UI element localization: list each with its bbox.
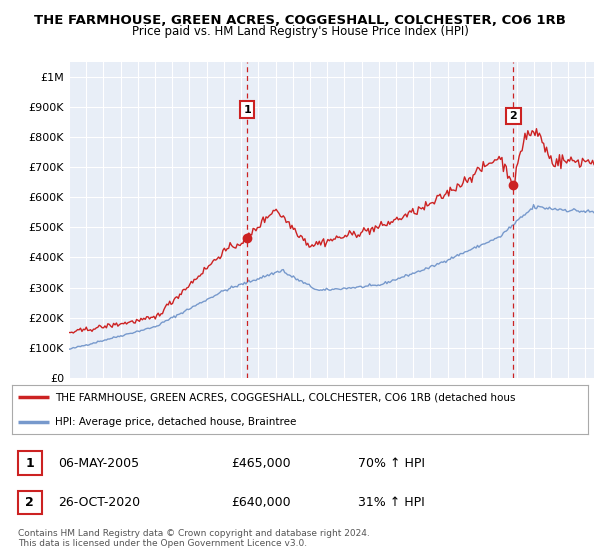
Text: £465,000: £465,000 [231, 456, 290, 470]
Text: 06-MAY-2005: 06-MAY-2005 [58, 456, 139, 470]
Text: 70% ↑ HPI: 70% ↑ HPI [358, 456, 425, 470]
FancyBboxPatch shape [18, 451, 42, 475]
Text: 31% ↑ HPI: 31% ↑ HPI [358, 496, 424, 509]
Text: 26-OCT-2020: 26-OCT-2020 [58, 496, 140, 509]
Text: 1: 1 [243, 105, 251, 115]
Text: £640,000: £640,000 [231, 496, 290, 509]
Text: Contains HM Land Registry data © Crown copyright and database right 2024.: Contains HM Land Registry data © Crown c… [18, 529, 370, 538]
FancyBboxPatch shape [18, 491, 42, 514]
Text: THE FARMHOUSE, GREEN ACRES, COGGESHALL, COLCHESTER, CO6 1RB: THE FARMHOUSE, GREEN ACRES, COGGESHALL, … [34, 14, 566, 27]
Text: THE FARMHOUSE, GREEN ACRES, COGGESHALL, COLCHESTER, CO6 1RB (detached hous: THE FARMHOUSE, GREEN ACRES, COGGESHALL, … [55, 392, 516, 402]
Text: HPI: Average price, detached house, Braintree: HPI: Average price, detached house, Brai… [55, 417, 296, 427]
Text: 2: 2 [25, 496, 34, 509]
Text: 2: 2 [509, 111, 517, 121]
Text: Price paid vs. HM Land Registry's House Price Index (HPI): Price paid vs. HM Land Registry's House … [131, 25, 469, 38]
Text: 1: 1 [25, 456, 34, 470]
Text: This data is licensed under the Open Government Licence v3.0.: This data is licensed under the Open Gov… [18, 539, 307, 548]
